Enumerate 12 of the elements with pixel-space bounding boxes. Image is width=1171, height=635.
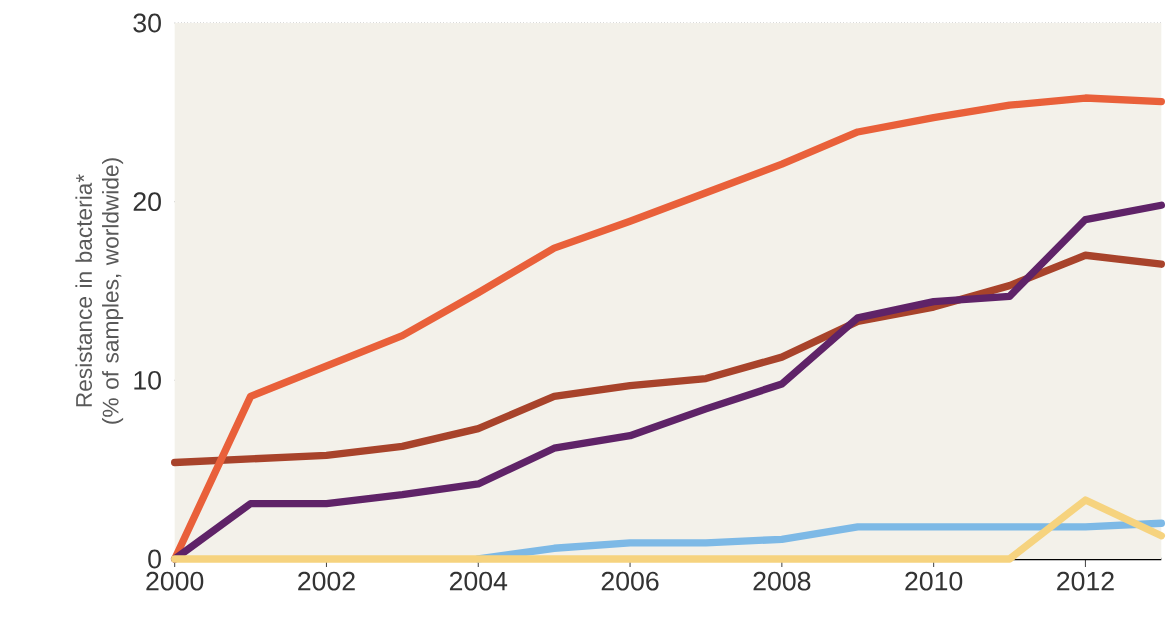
- x-tick-label: 2004: [449, 571, 508, 591]
- x-tick-label: 2000: [146, 571, 204, 591]
- y-tick-label: 30: [133, 13, 161, 33]
- y-axis-title: Resistance in bacteria* (% of samples, worldwide): [75, 158, 124, 424]
- x-tick-label: 2002: [298, 571, 355, 591]
- x-tick-label: 2008: [753, 571, 811, 591]
- y-tick-label: 0: [148, 549, 161, 569]
- x-tick-label: 2010: [905, 571, 963, 591]
- x-tick-label: 2012: [1057, 571, 1114, 591]
- y-tick-label: 10: [134, 370, 161, 390]
- y-tick-label: 20: [133, 192, 161, 212]
- x-tick-label: 2006: [601, 571, 659, 591]
